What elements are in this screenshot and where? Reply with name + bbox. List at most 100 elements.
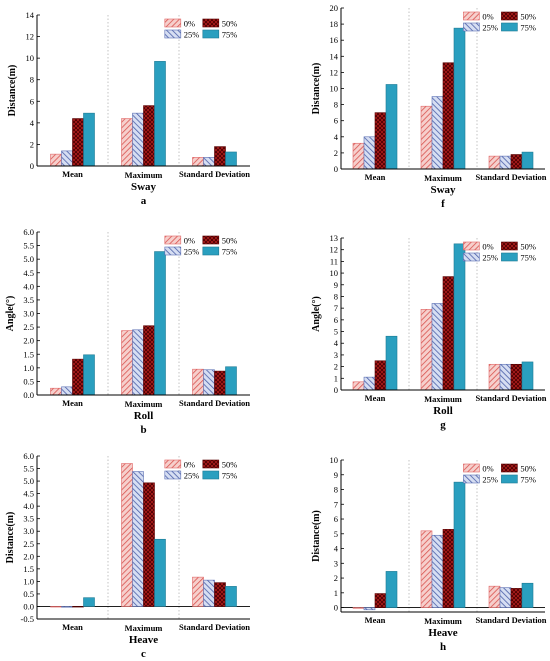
y-tick-label: 12 <box>330 67 339 77</box>
bar-0pct-standard-deviation <box>488 155 501 170</box>
y-tick-label: 7 <box>334 303 338 313</box>
y-tick-label: 8 <box>334 100 338 110</box>
bar-75pct-mean <box>385 84 398 170</box>
y-tick-label: 14 <box>26 10 35 20</box>
category-label: Maximum <box>424 616 462 626</box>
chart-panel-f: Mean Maximum Standard Deviation 0 2 4 6 8 10 12 14… <box>311 3 547 210</box>
y-tick-label: 7 <box>334 499 338 509</box>
legend-label: 25% <box>482 253 498 263</box>
panel-label: a <box>141 195 147 207</box>
bar-0pct-standard-deviation <box>192 368 204 396</box>
y-tick-label: 3.0 <box>23 526 34 536</box>
bar-75pct-standard-deviation <box>521 151 534 170</box>
y-tick-label: 8 <box>334 291 338 301</box>
y-tick-label: 0.0 <box>23 390 34 400</box>
category-label: Mean <box>365 393 386 403</box>
legend-label: 0% <box>184 236 195 246</box>
y-tick-label: 1.0 <box>23 576 34 586</box>
bar-25pct-mean <box>363 136 376 170</box>
legend-swatch-25pct <box>164 246 182 256</box>
y-tick-label: 0 <box>30 161 34 171</box>
legend-label: 50% <box>520 12 536 22</box>
legend: 0% 50% 25% 75% <box>463 12 536 33</box>
legend-swatch-25pct <box>164 29 182 39</box>
y-tick-label: 1.5 <box>23 564 34 574</box>
y-tick-label: 2 <box>30 139 34 149</box>
y-tick-label: 3 <box>334 558 338 568</box>
y-axis-label: Distance(m) <box>311 63 322 115</box>
bar-25pct-standard-deviation <box>203 157 215 167</box>
legend-swatch-50pct <box>501 11 518 21</box>
bar-0pct-maximum <box>420 105 433 170</box>
bar-75pct-mean <box>83 112 95 167</box>
bar-0pct-standard-deviation <box>192 576 204 607</box>
y-tick-label: 4 <box>334 544 339 554</box>
bar-25pct-maximum <box>132 329 144 396</box>
legend-swatch-25pct <box>463 474 480 484</box>
bar-75pct-standard-deviation <box>225 586 237 607</box>
y-tick-label: 5.5 <box>23 464 34 474</box>
bar-50pct-maximum <box>442 62 455 170</box>
category-label: Standard Deviation <box>475 393 546 403</box>
legend: 0% 50% 25% 75% <box>164 459 237 481</box>
legend-swatch-0pct <box>164 235 182 245</box>
y-tick-label: 4 <box>334 132 339 142</box>
y-tick-label: 6 <box>334 116 338 126</box>
y-tick-label: 0 <box>334 603 338 613</box>
bar-0pct-mean <box>352 607 365 609</box>
y-tick-label: 6 <box>334 315 338 325</box>
y-tick-label: 4 <box>334 338 339 348</box>
y-tick-label: 10 <box>330 268 339 278</box>
y-tick-label: 0.0 <box>23 601 34 611</box>
legend-swatch-75pct <box>202 246 220 256</box>
bar-50pct-standard-deviation <box>214 146 226 167</box>
bar-25pct-mean <box>363 607 376 611</box>
bar-50pct-mean <box>374 593 387 608</box>
bar-75pct-maximum <box>453 243 466 391</box>
legend-label: 0% <box>482 242 493 252</box>
legend-label: 25% <box>184 471 200 481</box>
x-axis-label: Heave <box>428 627 457 639</box>
legend-label: 25% <box>482 23 498 33</box>
legend-label: 25% <box>184 247 200 257</box>
category-label: Mean <box>365 615 386 625</box>
legend-swatch-25pct <box>463 252 480 262</box>
legend: 0% 50% 25% 75% <box>463 242 536 263</box>
y-axis-label: Distance(m) <box>5 512 16 564</box>
legend-swatch-25pct <box>463 22 480 32</box>
bar-0pct-standard-deviation <box>488 363 501 391</box>
y-tick-label: 2 <box>334 573 338 583</box>
y-axis-label: Angle(°) <box>311 296 322 332</box>
category-label: Standard Deviation <box>475 615 546 625</box>
legend-swatch-0pct <box>164 459 182 469</box>
legend-label: 75% <box>520 253 536 263</box>
bar-25pct-standard-deviation <box>499 363 512 391</box>
legend-label: 50% <box>520 464 536 474</box>
y-tick-label: 18 <box>330 19 339 29</box>
bar-50pct-maximum <box>442 276 455 391</box>
category-label: Standard Deviation <box>179 169 250 179</box>
bar-50pct-standard-deviation <box>510 363 523 391</box>
legend-label: 0% <box>482 464 493 474</box>
legend-label: 75% <box>222 30 238 40</box>
x-axis-label: Sway <box>430 184 456 196</box>
bar-75pct-maximum <box>154 61 166 167</box>
y-tick-label: 5 <box>334 529 338 539</box>
y-tick-label: 16 <box>330 35 339 45</box>
bar-75pct-standard-deviation <box>225 366 237 396</box>
bar-50pct-standard-deviation <box>510 588 523 608</box>
bar-25pct-mean <box>61 386 73 396</box>
bar-0pct-maximum <box>121 330 133 396</box>
category-label: Standard Deviation <box>179 398 250 408</box>
y-tick-label: 4.5 <box>23 489 34 499</box>
bar-0pct-mean <box>50 387 62 396</box>
y-tick-label: 14 <box>330 51 339 61</box>
legend-label: 75% <box>520 23 536 33</box>
bar-25pct-maximum <box>431 534 444 608</box>
legend-swatch-75pct <box>501 22 518 32</box>
legend-label: 50% <box>222 19 238 29</box>
y-tick-label: 2.5 <box>23 322 34 332</box>
legend: 0% 50% 25% 75% <box>164 235 237 257</box>
bar-25pct-standard-deviation <box>499 587 512 608</box>
y-tick-label: 5.0 <box>23 254 34 264</box>
